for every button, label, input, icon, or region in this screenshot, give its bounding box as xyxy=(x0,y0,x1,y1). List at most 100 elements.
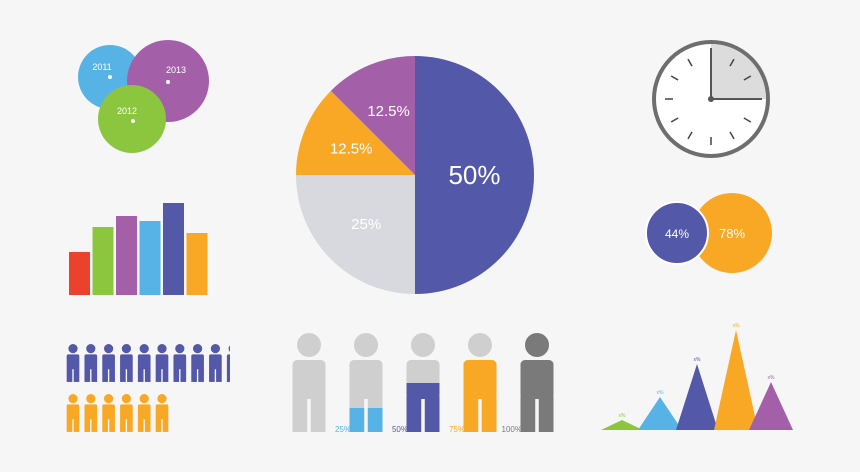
clock-elapsed-sector xyxy=(711,44,766,99)
peak xyxy=(749,382,793,430)
person-leg xyxy=(127,418,133,432)
venn-percent: 44% 78% xyxy=(645,193,772,273)
person-body xyxy=(137,354,151,370)
pie-slice-label: 12.5% xyxy=(367,103,410,120)
person-leg xyxy=(155,418,162,432)
pie-slice xyxy=(296,90,415,175)
person-leg xyxy=(173,368,180,382)
person-leg xyxy=(102,368,108,382)
person-leg xyxy=(144,418,151,432)
person-body xyxy=(84,404,98,420)
person-head xyxy=(193,344,203,354)
person-body xyxy=(406,383,440,399)
figure-fill xyxy=(406,383,440,432)
person-body xyxy=(463,360,497,399)
figure-fill xyxy=(349,408,383,432)
clock-tick xyxy=(743,75,752,81)
pie-slice xyxy=(296,175,415,294)
person-head xyxy=(411,333,435,357)
person-head xyxy=(86,344,96,354)
bar xyxy=(116,216,137,295)
venn-label-2012: 2012 xyxy=(117,106,137,116)
person-leg xyxy=(109,368,115,382)
person-head xyxy=(175,344,185,354)
person-leg xyxy=(310,396,326,432)
person-leg xyxy=(162,368,169,382)
person-body xyxy=(102,354,115,370)
person-leg xyxy=(144,368,151,382)
person-head xyxy=(139,344,149,354)
person-body xyxy=(209,354,222,370)
person-body xyxy=(173,354,187,370)
person-head xyxy=(121,394,131,404)
peak-label: x% xyxy=(657,390,665,396)
person-leg xyxy=(180,368,187,382)
peak xyxy=(638,397,682,430)
figure-label: 75% xyxy=(449,425,465,434)
bar xyxy=(139,221,161,295)
person-body xyxy=(191,354,204,370)
person-leg xyxy=(292,396,308,432)
person-leg xyxy=(424,396,440,432)
person-leg xyxy=(216,368,222,382)
person-body xyxy=(120,404,133,420)
person-head xyxy=(210,344,220,354)
person-body xyxy=(292,360,326,399)
person-body xyxy=(349,360,383,399)
person-leg xyxy=(406,396,422,432)
peak-label: x% xyxy=(768,375,776,381)
pie-slice xyxy=(330,56,415,175)
person-leg xyxy=(120,418,126,432)
peak xyxy=(676,364,718,430)
figure-fill xyxy=(463,360,497,432)
venn-label-2011: 2011 xyxy=(92,62,111,72)
figure-label: 50% xyxy=(392,425,408,434)
venn-dot-2011 xyxy=(108,75,112,79)
person-body xyxy=(155,404,169,420)
clock-tick xyxy=(687,131,693,140)
people-pictogram xyxy=(66,344,230,432)
person-head xyxy=(468,333,492,357)
clock-tick xyxy=(670,117,679,123)
peak-area-chart: x% x% x% x% x% xyxy=(601,323,793,430)
peak xyxy=(714,330,758,430)
person-leg xyxy=(120,368,126,382)
venn-dot-2013 xyxy=(166,80,170,84)
clock-tick xyxy=(687,58,693,67)
venn-circle-44 xyxy=(645,201,709,265)
bar xyxy=(69,252,90,295)
person-leg xyxy=(226,368,230,382)
pie-slice-label: 25% xyxy=(351,216,381,233)
person-leg xyxy=(367,408,383,432)
person-body xyxy=(226,354,230,370)
person-leg xyxy=(155,368,162,382)
figure xyxy=(349,333,383,432)
person-body xyxy=(520,360,554,399)
figure-label: 100% xyxy=(502,425,522,434)
person-leg xyxy=(191,368,197,382)
person-body xyxy=(155,354,169,370)
venn-circle-78 xyxy=(692,193,772,273)
figure-fill xyxy=(520,333,554,432)
person-leg xyxy=(520,396,536,432)
peak-label: x% xyxy=(733,323,741,329)
figure-label: 25% xyxy=(335,425,351,434)
person-body xyxy=(84,354,98,370)
person-head xyxy=(68,344,78,354)
person-body xyxy=(66,354,80,370)
person-head xyxy=(121,344,131,354)
clock-tick xyxy=(670,75,679,81)
venn-label-44: 44% xyxy=(665,227,689,241)
person-head xyxy=(139,394,149,404)
person-leg xyxy=(66,418,73,432)
clock-tick xyxy=(729,58,735,67)
person-leg xyxy=(463,396,479,432)
pie-slice xyxy=(415,56,534,294)
person-leg xyxy=(481,396,497,432)
person-head xyxy=(104,344,114,354)
person-leg xyxy=(91,418,98,432)
venn-years: 2011 2013 2012 xyxy=(78,40,209,153)
person-leg xyxy=(209,368,215,382)
person-leg xyxy=(109,418,115,432)
person-leg xyxy=(66,368,73,382)
